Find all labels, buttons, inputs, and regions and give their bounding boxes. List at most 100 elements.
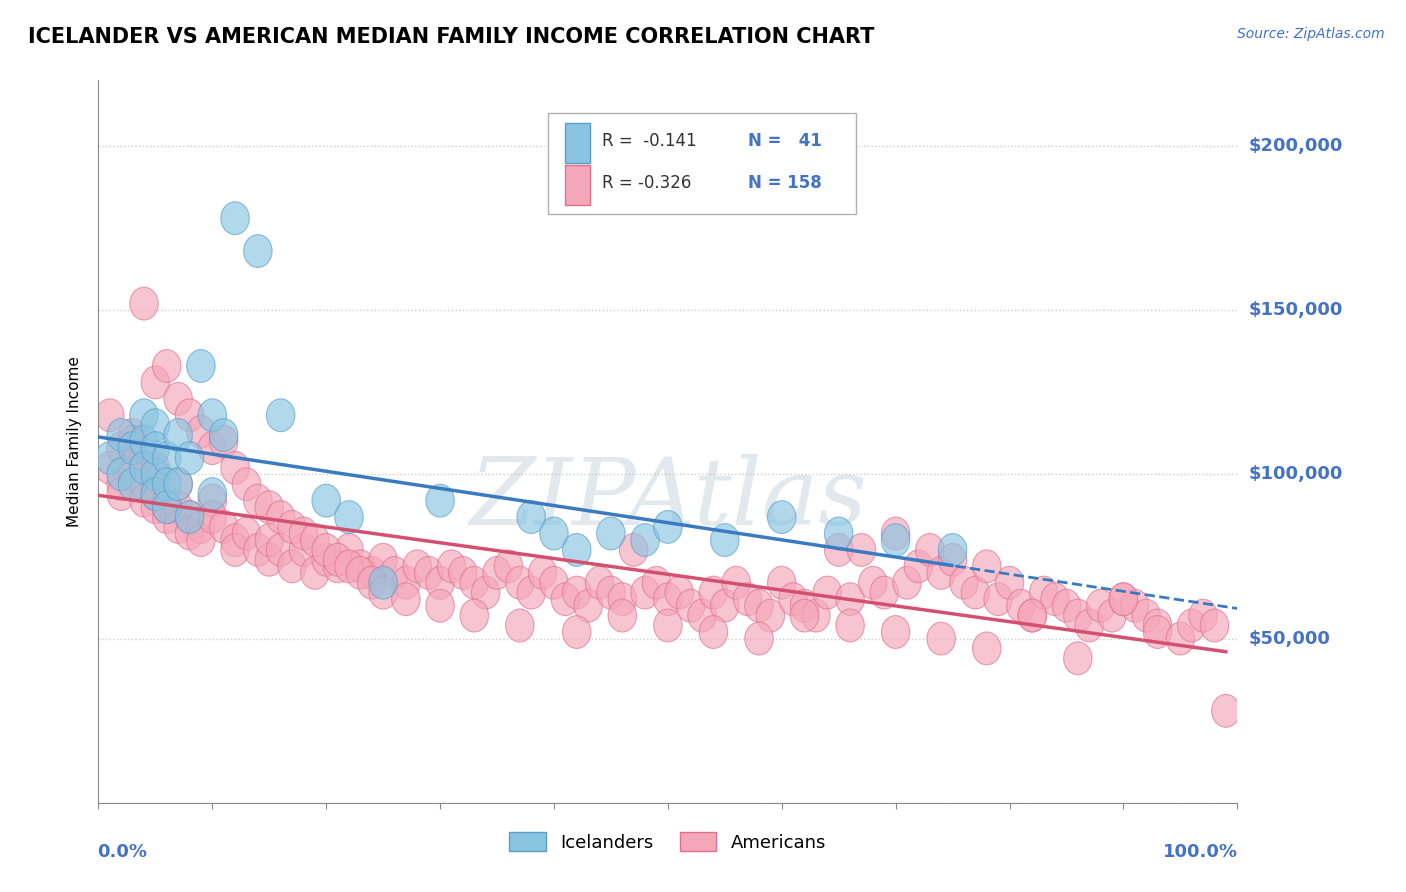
Ellipse shape: [198, 477, 226, 510]
Ellipse shape: [801, 599, 830, 632]
Ellipse shape: [426, 484, 454, 517]
Ellipse shape: [96, 451, 124, 484]
Ellipse shape: [141, 366, 170, 399]
Ellipse shape: [141, 451, 170, 484]
FancyBboxPatch shape: [565, 123, 591, 162]
Ellipse shape: [1177, 609, 1206, 642]
Text: Source: ZipAtlas.com: Source: ZipAtlas.com: [1237, 27, 1385, 41]
Ellipse shape: [813, 576, 842, 609]
Ellipse shape: [517, 500, 546, 533]
Ellipse shape: [779, 582, 807, 615]
Ellipse shape: [607, 582, 637, 615]
Ellipse shape: [221, 202, 249, 235]
Ellipse shape: [1018, 599, 1046, 632]
Ellipse shape: [529, 557, 557, 590]
Ellipse shape: [1143, 609, 1171, 642]
Ellipse shape: [699, 615, 728, 648]
Ellipse shape: [118, 435, 146, 467]
FancyBboxPatch shape: [548, 112, 856, 214]
Ellipse shape: [129, 467, 159, 500]
Ellipse shape: [392, 566, 420, 599]
Ellipse shape: [1007, 590, 1035, 623]
Ellipse shape: [1121, 590, 1149, 623]
Ellipse shape: [848, 533, 876, 566]
Ellipse shape: [198, 399, 226, 432]
Ellipse shape: [165, 383, 193, 416]
Ellipse shape: [152, 491, 181, 524]
Ellipse shape: [790, 599, 818, 632]
Ellipse shape: [368, 566, 398, 599]
Ellipse shape: [232, 517, 260, 549]
Ellipse shape: [290, 533, 318, 566]
Ellipse shape: [540, 566, 568, 599]
Ellipse shape: [1132, 599, 1160, 632]
Ellipse shape: [1143, 615, 1171, 648]
Ellipse shape: [141, 409, 170, 442]
Ellipse shape: [631, 576, 659, 609]
Ellipse shape: [176, 399, 204, 432]
Ellipse shape: [129, 484, 159, 517]
Ellipse shape: [129, 399, 159, 432]
Ellipse shape: [471, 576, 501, 609]
Text: $150,000: $150,000: [1249, 301, 1343, 319]
Ellipse shape: [141, 491, 170, 524]
Ellipse shape: [460, 566, 488, 599]
Ellipse shape: [915, 533, 943, 566]
Ellipse shape: [1189, 599, 1218, 632]
Ellipse shape: [107, 458, 135, 491]
Ellipse shape: [835, 582, 865, 615]
Ellipse shape: [1098, 599, 1126, 632]
Text: ICELANDER VS AMERICAN MEDIAN FAMILY INCOME CORRELATION CHART: ICELANDER VS AMERICAN MEDIAN FAMILY INCO…: [28, 27, 875, 46]
Ellipse shape: [118, 418, 146, 451]
Ellipse shape: [221, 451, 249, 484]
Ellipse shape: [938, 533, 967, 566]
Ellipse shape: [962, 576, 990, 609]
Text: R =  -0.141: R = -0.141: [602, 132, 696, 150]
Ellipse shape: [482, 557, 512, 590]
Ellipse shape: [404, 549, 432, 582]
Ellipse shape: [129, 425, 159, 458]
Ellipse shape: [198, 484, 226, 517]
Text: 0.0%: 0.0%: [97, 843, 148, 861]
Ellipse shape: [506, 609, 534, 642]
Ellipse shape: [368, 576, 398, 609]
Ellipse shape: [209, 425, 238, 458]
Ellipse shape: [574, 590, 602, 623]
Ellipse shape: [551, 582, 579, 615]
Ellipse shape: [426, 590, 454, 623]
Y-axis label: Median Family Income: Median Family Income: [66, 356, 82, 527]
Ellipse shape: [1029, 576, 1057, 609]
Ellipse shape: [165, 418, 193, 451]
Ellipse shape: [165, 467, 193, 500]
Ellipse shape: [596, 517, 626, 549]
Ellipse shape: [141, 477, 170, 510]
Ellipse shape: [938, 543, 967, 576]
Ellipse shape: [710, 590, 740, 623]
Ellipse shape: [392, 582, 420, 615]
Text: $100,000: $100,000: [1249, 466, 1343, 483]
Ellipse shape: [152, 500, 181, 533]
Ellipse shape: [357, 566, 387, 599]
Ellipse shape: [1063, 599, 1092, 632]
Ellipse shape: [620, 533, 648, 566]
Ellipse shape: [949, 566, 979, 599]
Ellipse shape: [96, 442, 124, 475]
Ellipse shape: [596, 576, 626, 609]
Text: 100.0%: 100.0%: [1163, 843, 1239, 861]
Ellipse shape: [118, 425, 146, 458]
Ellipse shape: [152, 442, 181, 475]
Ellipse shape: [232, 467, 260, 500]
Ellipse shape: [745, 590, 773, 623]
Ellipse shape: [346, 557, 374, 590]
Ellipse shape: [141, 477, 170, 510]
Ellipse shape: [209, 418, 238, 451]
Ellipse shape: [1076, 609, 1104, 642]
Ellipse shape: [357, 557, 387, 590]
Ellipse shape: [176, 442, 204, 475]
Ellipse shape: [790, 590, 818, 623]
Ellipse shape: [346, 549, 374, 582]
Ellipse shape: [437, 549, 465, 582]
Ellipse shape: [152, 491, 181, 524]
Ellipse shape: [585, 566, 614, 599]
Ellipse shape: [152, 484, 181, 517]
